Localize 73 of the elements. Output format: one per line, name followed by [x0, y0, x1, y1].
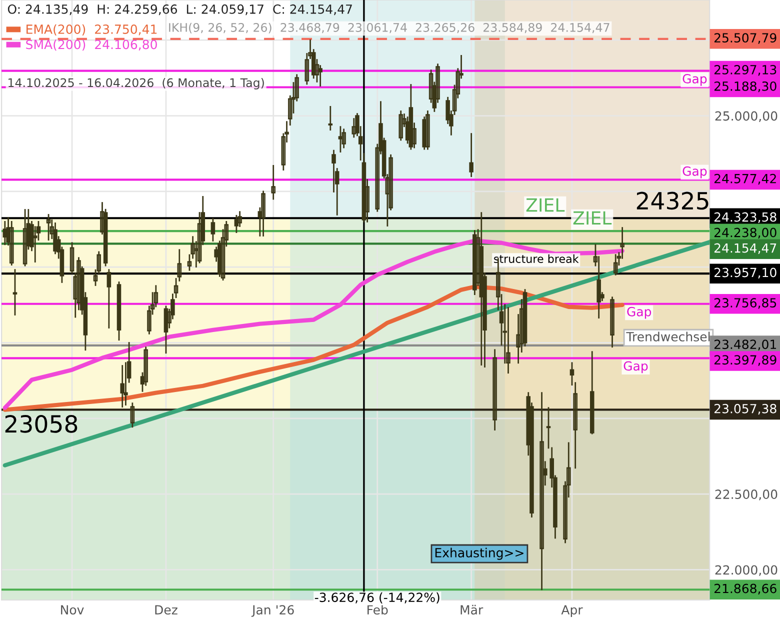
ref-line-label: 23.756,85	[714, 298, 776, 309]
annotation: Gap	[682, 166, 707, 178]
annotation: Gap	[682, 74, 707, 86]
candlestick	[53, 222, 58, 254]
candlestick	[271, 165, 276, 200]
annotation: -3.626,76 (-14,22%)	[314, 592, 440, 604]
candlestick	[610, 296, 614, 348]
annotation: IKH(9, 26, 52, 26) 23.468,79 23.061,74 23.265,26 23.584,89 24.154,47	[169, 22, 610, 34]
ref-line-label: 24.323,58	[714, 212, 776, 224]
candlestick	[22, 209, 28, 266]
ref-line-label: 23.482,01	[714, 340, 776, 350]
candlestick	[506, 307, 510, 374]
candlestick	[12, 269, 18, 316]
candlestick	[332, 150, 336, 192]
candlestick	[540, 392, 544, 590]
candlestick	[492, 349, 497, 430]
annotation: ZIEL	[573, 211, 612, 225]
x-tick-label: Nov	[61, 605, 84, 615]
ref-line-label: 25.297,13	[714, 64, 776, 76]
x-tick-label: Jan '26	[251, 605, 294, 617]
annotation: Gap	[627, 306, 652, 319]
candlestick	[120, 365, 124, 408]
candlestick	[570, 362, 574, 386]
candlestick	[304, 53, 310, 85]
candlestick	[46, 214, 51, 241]
ref-line-label: 25.188,30	[714, 81, 776, 92]
y-tick-label: 22.000,00	[715, 565, 778, 576]
candlestick	[70, 242, 74, 274]
ref-line-label: 24.238,00	[714, 228, 776, 239]
candlestick	[210, 218, 216, 242]
ref-line-label: 23.957,10	[714, 268, 776, 278]
x-tick-label: Mär	[460, 604, 484, 615]
candlestick	[261, 190, 266, 236]
annotation: 23058	[5, 414, 78, 433]
annotation: 24325	[636, 192, 708, 210]
candlestick	[177, 249, 182, 282]
y-tick-label: 25.000,00	[715, 111, 778, 122]
candlestick	[426, 110, 430, 150]
candlestick	[9, 220, 14, 266]
candlestick	[398, 110, 403, 141]
ref-line-label: 25.507,79	[714, 33, 776, 44]
candlestick	[342, 128, 346, 148]
candlestick	[573, 382, 578, 469]
ref-line-label: 24.154,47	[714, 243, 776, 254]
line-series	[2, 284, 624, 412]
annotation: 14.10.2025 - 16.04.2026 (6 Monate, 1 Tag)	[8, 78, 264, 90]
candlestick	[620, 227, 624, 259]
annotation: structure break	[494, 254, 579, 264]
legend-label: SMA(200) 24.106,80	[26, 40, 157, 51]
candlestick	[546, 407, 551, 449]
ref-line-label: 21.868,66	[714, 584, 776, 595]
candlestick	[174, 278, 178, 298]
candlestick	[130, 402, 135, 428]
y-tick-label: 22.500,00	[715, 490, 778, 500]
legend-label: EMA(200) 23.750,41	[26, 24, 157, 36]
ref-line-label: 24.577,42	[714, 174, 776, 185]
candlestick	[124, 362, 128, 406]
x-tick-label: Dez	[155, 605, 178, 615]
line-series	[2, 238, 624, 410]
ref-line-label: 23.397,89	[714, 355, 776, 366]
candlestick	[613, 254, 618, 276]
candlestick	[596, 256, 601, 318]
x-tick-label: Apr	[561, 605, 583, 617]
annotation: ZIEL	[526, 198, 565, 212]
annotation: Trendwechsel	[626, 332, 710, 342]
candlestick	[469, 133, 474, 177]
x-tick-label: Feb	[368, 604, 388, 615]
chart-title: O: 24.135,49 H: 24.259,66 L: 24.059,17 C: 24.154,47	[8, 4, 352, 16]
ref-line-label: 23.057,38	[714, 404, 776, 415]
annotation: Gap	[624, 361, 648, 374]
annotation: Exhausting>>	[435, 548, 524, 560]
candlestick	[106, 269, 112, 328]
candlestick	[187, 254, 192, 271]
